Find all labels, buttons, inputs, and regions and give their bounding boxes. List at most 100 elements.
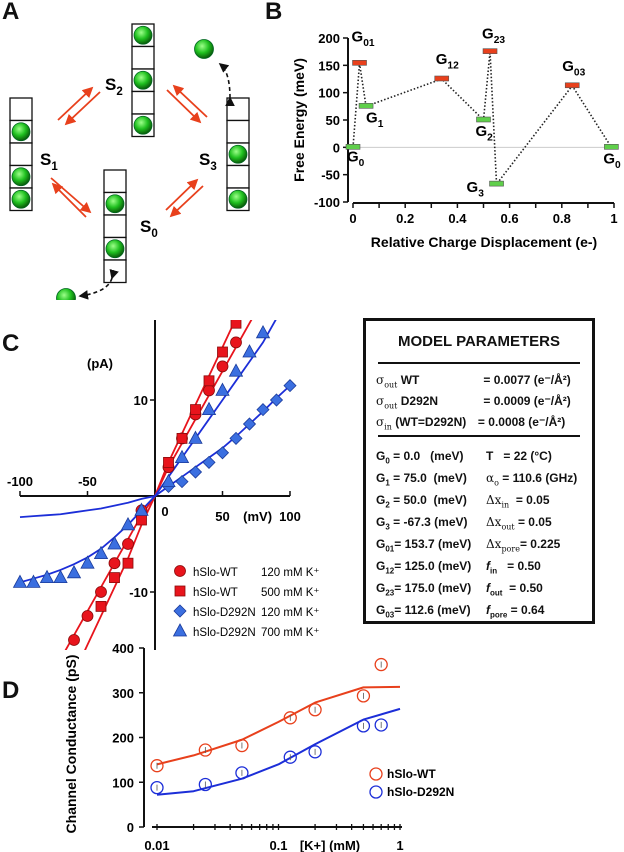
y-tick-label: 100	[112, 775, 134, 790]
state-s1	[9, 97, 33, 212]
data-point	[230, 336, 242, 349]
energy-barrier-marker	[434, 75, 450, 82]
k-ion	[228, 144, 248, 164]
kinetic-row: fin = 0.50	[486, 559, 541, 576]
energy-row: G12= 125.0 (meV)	[376, 559, 472, 576]
data-point	[215, 446, 230, 460]
data-point	[229, 431, 243, 445]
energy-barrier-marker	[352, 60, 367, 66]
y-tick-label: -100	[314, 195, 340, 210]
legend-label: hSlo-D292N	[387, 785, 454, 799]
data-point	[81, 610, 94, 622]
energy-barrier-marker	[564, 82, 580, 89]
legend-marker	[369, 785, 383, 799]
data-point	[66, 564, 82, 579]
entry-arrow	[78, 268, 119, 300]
k-ion	[105, 194, 125, 214]
data-point	[283, 379, 297, 393]
x-axis-title: (mV)	[243, 509, 272, 524]
data-point	[39, 569, 55, 583]
data-point	[228, 363, 244, 377]
y-tick-label: 400	[112, 641, 134, 656]
model-parameters-title: MODEL PARAMETERS	[398, 333, 560, 350]
point-label-g12: G12	[436, 51, 459, 72]
transition-arrow	[64, 91, 101, 126]
data-point	[150, 759, 164, 773]
state-label-s3: S3	[199, 150, 217, 173]
energy-well-marker	[345, 144, 361, 150]
data-point	[215, 382, 230, 396]
k-ion	[11, 189, 31, 209]
kinetic-row: Δxpore= 0.225	[486, 537, 561, 554]
point-label-g0: G0	[347, 148, 365, 169]
x-tick-label: 0.01	[144, 838, 169, 852]
energy-row: G03= 112.6 (meV)	[376, 603, 471, 620]
legend-condition: 500 mM K⁺	[261, 587, 319, 599]
y-tick-label: 100	[318, 86, 340, 101]
state-label-s0: S0	[140, 217, 158, 240]
energy-row: G3 = -67.3 (meV)	[376, 515, 468, 532]
data-point	[120, 516, 136, 531]
data-point	[150, 780, 164, 795]
y-tick-label: -10	[129, 585, 148, 600]
model-parameters-box: MODEL PARAMETERS σout WT = 0.0077 (e⁻/Å²)…	[363, 318, 595, 624]
data-point	[68, 634, 80, 646]
energy-row: G2 = 50.0 (meV)	[376, 493, 467, 510]
legend-condition: 120 mM K⁺	[261, 607, 319, 619]
k-ion	[228, 189, 248, 209]
legend-label: hSlo-WT	[193, 587, 238, 599]
release-arrow	[218, 62, 235, 107]
data-point	[109, 572, 120, 584]
data-point	[201, 401, 217, 415]
data-point	[235, 738, 249, 753]
data-point	[122, 538, 134, 550]
data-point	[174, 449, 190, 463]
x-tick-label: 0	[349, 211, 356, 226]
y-axis-title: Channel Conductance (pS)	[63, 655, 79, 834]
point-label-g1: G1	[366, 109, 384, 130]
free-energy-chart: 200 150 100 50 0 -50 -100 0 0.2 0.4 0.6 0.8 1 Relativ…	[291, 26, 621, 250]
data-point	[175, 475, 189, 489]
state-diagram: S0 S1 S2 S3	[9, 23, 250, 300]
y-tick-label: 200	[112, 731, 134, 746]
data-point	[12, 574, 28, 588]
legend-marker	[369, 767, 383, 781]
x-tick-label: 0.4	[448, 211, 467, 226]
fit-curve-0	[156, 685, 401, 766]
data-point	[134, 502, 149, 516]
data-point	[203, 384, 215, 397]
k-ion-entering	[56, 288, 76, 300]
y-tick-label: 0	[333, 140, 340, 155]
energy-row: G1 = 75.0 (meV)	[376, 471, 467, 488]
series-0	[150, 657, 388, 773]
data-point	[188, 465, 203, 479]
panel-label-a: A	[2, 0, 20, 25]
legend-label: hSlo-D292N	[193, 627, 256, 639]
point-label-g3: G3	[467, 179, 485, 200]
x-tick-label: 0.8	[553, 211, 571, 226]
sigma-row: σout WT = 0.0077 (e⁻/Å²)	[376, 373, 571, 390]
x-tick-label: -100	[7, 474, 33, 489]
x-tick-label: 0.2	[396, 211, 414, 226]
transition-arrow	[172, 84, 208, 118]
point-label-g03: G03	[562, 58, 585, 79]
series-3	[12, 324, 271, 588]
k-ion	[133, 115, 153, 135]
energy-well-marker	[604, 144, 619, 150]
data-point	[53, 569, 68, 583]
y-tick-label: 50	[326, 113, 340, 128]
data-point	[93, 545, 109, 559]
transition-arrow	[166, 89, 202, 124]
point-label-g2: G2	[476, 123, 494, 144]
x-tick-label: 1	[396, 838, 403, 852]
point-label-g23: G23	[482, 26, 505, 47]
x-tick-label: 1	[610, 211, 617, 226]
iv-curve-chart: 40302010-10-20-30-40-100-50050100(mV)(pA…	[7, 320, 319, 650]
y-axis-title: (pA)	[87, 356, 113, 371]
data-point	[161, 473, 176, 487]
data-point	[95, 586, 107, 598]
data-point	[136, 514, 147, 526]
legend-condition: 700 mM K⁺	[261, 627, 319, 639]
kinetic-row: αo = 110.6 (GHz)	[486, 471, 578, 488]
data-point	[283, 711, 297, 725]
